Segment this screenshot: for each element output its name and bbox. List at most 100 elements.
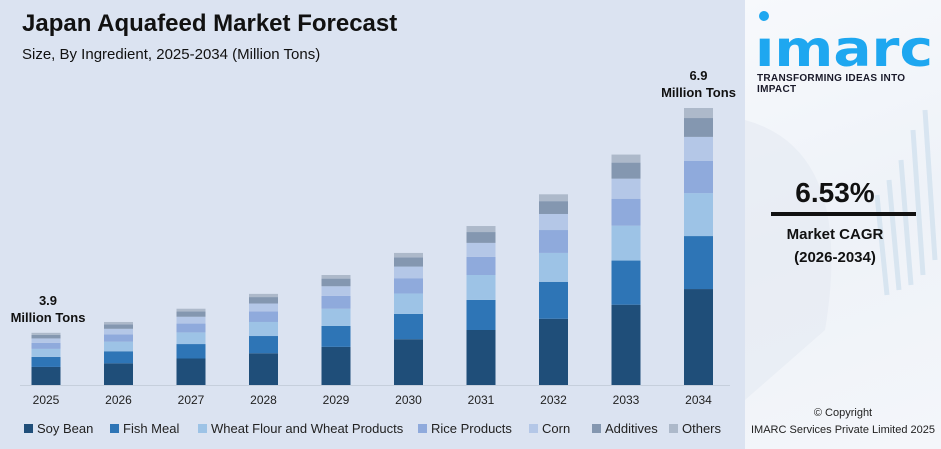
bar-segment-rice-products (104, 334, 133, 342)
bar-segment-soy-bean (684, 289, 713, 385)
divider (771, 212, 916, 216)
bar-segment-soy-bean (249, 353, 278, 385)
bar-segment-rice-products (249, 311, 278, 322)
bar-segment-fish-meal (394, 313, 423, 340)
legend-label: Wheat Flour and Wheat Products (211, 421, 404, 436)
bar-segment-additives (249, 297, 278, 304)
background-chart-decoration (745, 109, 938, 400)
bar-segment-corn (104, 328, 133, 335)
legend: Soy Bean Fish Meal Wheat Flour and Wheat P… (0, 421, 745, 437)
bar-segment-wheat-flour-and-wheat-products (394, 293, 423, 314)
bar-segment-rice-products (684, 160, 713, 194)
bar-segment-fish-meal (104, 351, 133, 364)
x-tick-label: 2026 (105, 393, 132, 407)
bar-segment-fish-meal (176, 344, 206, 359)
bar-segment-others (321, 275, 351, 279)
legend-swatch (529, 424, 538, 433)
total-value-label: 3.9 (39, 293, 57, 308)
bar-segment-fish-meal (611, 260, 641, 305)
x-tick-label: 2030 (395, 393, 422, 407)
bar-segment-wheat-flour-and-wheat-products (466, 275, 496, 300)
bar-segment-fish-meal (249, 336, 278, 354)
x-tick-label: 2032 (540, 393, 567, 407)
cagr-label: Market CAGR (786, 226, 884, 243)
bar-segment-others (394, 252, 423, 258)
bar-segment-additives (31, 334, 61, 339)
bar-segment-others (539, 194, 568, 202)
bar-segment-corn (321, 286, 351, 296)
bar-segment-additives (611, 162, 641, 179)
bar-segment-wheat-flour-and-wheat-products (684, 193, 713, 237)
copyright-company: IMARC Services Private Limited 2025 (750, 424, 935, 436)
stacked-bar-chart: 2025 2026 2027 2028 2029 2030 2031 2032 2033 2034… (11, 68, 736, 407)
bar-segment-others (104, 321, 133, 325)
x-tick-label: 2034 (685, 393, 712, 407)
legend-swatch (24, 424, 33, 433)
chart-subtitle: Size, By Ingredient, 2025-2034 (Million … (22, 46, 321, 63)
bar-segment-corn (249, 303, 278, 312)
bar-segment-soy-bean (321, 346, 351, 385)
bar-segment-rice-products (466, 256, 496, 276)
bar-segment-corn (539, 213, 568, 231)
bar-segment-rice-products (321, 295, 351, 309)
legend-swatch (669, 424, 678, 433)
bar-segment-wheat-flour-and-wheat-products (539, 252, 568, 282)
bar-segment-wheat-flour-and-wheat-products (611, 225, 641, 261)
x-tick-label: 2027 (178, 393, 205, 407)
bar-segment-wheat-flour-and-wheat-products (249, 321, 278, 337)
legend-item: Wheat Flour and Wheat Products (198, 421, 403, 436)
legend-swatch (198, 424, 207, 433)
legend-item: Corn (529, 421, 570, 436)
legend-label: Corn (542, 421, 571, 436)
bar-segment-fish-meal (466, 299, 496, 331)
bar-segment-additives (539, 201, 568, 214)
total-value-label: 6.9 (689, 68, 707, 83)
imarc-logo: ımarc (755, 11, 933, 68)
chart-title: Japan Aquafeed Market Forecast (22, 10, 398, 37)
bar-segment-fish-meal (31, 356, 61, 367)
legend-label: Rice Products (431, 421, 512, 436)
bar-segment-others (176, 308, 206, 312)
bar-segment-others (684, 108, 713, 119)
x-tick-label: 2029 (323, 393, 350, 407)
info-panel: ımarc TRANSFORMING IDEAS INTO IMPACT 6.5… (745, 0, 941, 449)
total-unit-label: Million Tons (661, 85, 736, 100)
x-tick-label: 2025 (33, 393, 60, 407)
bar-segment-others (466, 226, 496, 233)
svg-text:ımarc: ımarc (755, 20, 933, 68)
bar-segment-soy-bean (466, 330, 496, 385)
legend-item: Rice Products (418, 421, 512, 436)
bar-segment-rice-products (31, 342, 61, 349)
legend-item: Fish Meal (110, 421, 179, 436)
x-tick-label: 2028 (250, 393, 277, 407)
x-tick-label: 2033 (613, 393, 640, 407)
cagr-period: (2026-2034) (794, 249, 876, 266)
bar-segment-wheat-flour-and-wheat-products (104, 341, 133, 352)
bar-segment-corn (684, 136, 713, 161)
total-unit-label: Million Tons (11, 310, 86, 325)
bar-segment-wheat-flour-and-wheat-products (321, 308, 351, 326)
legend-label: Fish Meal (123, 421, 180, 436)
bar-segment-soy-bean (611, 304, 641, 385)
bar-segment-additives (104, 324, 133, 329)
legend-label: Additives (605, 421, 658, 436)
legend-item: Additives (592, 421, 658, 436)
bar-segment-wheat-flour-and-wheat-products (176, 332, 206, 345)
bar-segment-rice-products (394, 278, 423, 294)
legend-swatch (418, 424, 427, 433)
bar-segment-additives (321, 278, 351, 287)
bar-segment-additives (466, 232, 496, 243)
bar-segment-soy-bean (539, 318, 568, 385)
bar-segment-soy-bean (104, 363, 133, 385)
bar-segment-fish-meal (539, 281, 568, 319)
bar-segment-corn (466, 242, 496, 257)
copyright: © Copyright (813, 407, 873, 419)
bar-segment-soy-bean (31, 366, 61, 385)
bar-segment-corn (394, 266, 423, 279)
brand-tagline: TRANSFORMING IDEAS INTO IMPACT (757, 73, 906, 95)
bar-segment-corn (176, 316, 206, 324)
x-tick-label: 2031 (468, 393, 495, 407)
legend-item: Soy Bean (24, 421, 93, 436)
cagr-value: 6.53% (795, 177, 875, 208)
bar-segment-others (611, 154, 641, 163)
